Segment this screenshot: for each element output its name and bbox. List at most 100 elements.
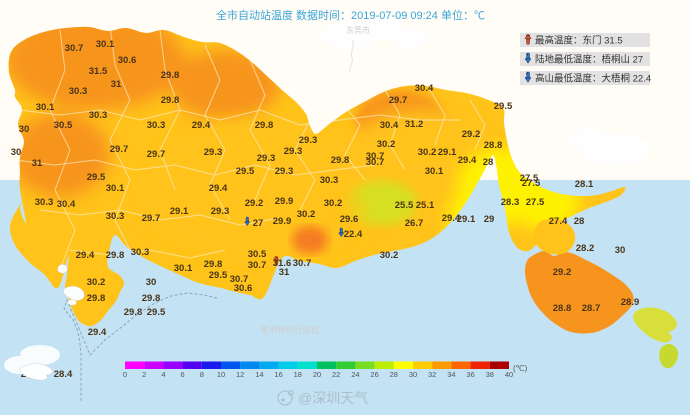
svg-text:@深圳天气: @深圳天气 bbox=[298, 390, 368, 406]
svg-text:31.2: 31.2 bbox=[405, 119, 424, 130]
svg-text:高山最低温度：大梧桐 22.4: 高山最低温度：大梧桐 22.4 bbox=[535, 73, 651, 85]
svg-text:东莞市: 东莞市 bbox=[346, 25, 370, 35]
svg-text:30.3: 30.3 bbox=[69, 86, 88, 97]
svg-text:12: 12 bbox=[236, 370, 244, 379]
svg-text:10: 10 bbox=[217, 370, 225, 379]
svg-text:29.4: 29.4 bbox=[76, 250, 95, 261]
svg-text:30.3: 30.3 bbox=[89, 110, 108, 121]
svg-text:29.4: 29.4 bbox=[209, 183, 228, 194]
svg-text:31: 31 bbox=[279, 267, 290, 278]
svg-text:29.8: 29.8 bbox=[331, 155, 350, 166]
svg-text:29.7: 29.7 bbox=[389, 95, 408, 106]
svg-text:28.9: 28.9 bbox=[621, 297, 640, 308]
svg-text:29.8: 29.8 bbox=[87, 293, 106, 304]
svg-text:27.5: 27.5 bbox=[522, 178, 541, 189]
svg-text:29.8: 29.8 bbox=[255, 120, 274, 131]
svg-text:29.5: 29.5 bbox=[236, 166, 255, 177]
svg-text:20: 20 bbox=[313, 370, 321, 379]
svg-text:29.9: 29.9 bbox=[275, 196, 294, 207]
svg-text:30.6: 30.6 bbox=[234, 283, 253, 294]
svg-text:26.7: 26.7 bbox=[405, 218, 424, 229]
svg-text:29.4: 29.4 bbox=[192, 120, 211, 131]
svg-text:30.3: 30.3 bbox=[131, 247, 150, 258]
svg-text:29.7: 29.7 bbox=[147, 149, 166, 160]
svg-text:29.8: 29.8 bbox=[161, 70, 180, 81]
svg-text:31: 31 bbox=[32, 158, 43, 169]
svg-text:16: 16 bbox=[274, 370, 282, 379]
svg-text:28.2: 28.2 bbox=[576, 243, 595, 254]
svg-text:30.2: 30.2 bbox=[324, 198, 343, 209]
svg-text:30: 30 bbox=[146, 277, 157, 288]
svg-text:29.3: 29.3 bbox=[257, 153, 276, 164]
svg-text:30.5: 30.5 bbox=[248, 249, 267, 260]
svg-text:29.2: 29.2 bbox=[462, 129, 481, 140]
svg-text:30.1: 30.1 bbox=[36, 102, 55, 113]
svg-text:30: 30 bbox=[19, 124, 30, 135]
svg-text:30.1: 30.1 bbox=[106, 183, 125, 194]
svg-text:28: 28 bbox=[483, 157, 494, 168]
svg-text:30.2: 30.2 bbox=[377, 139, 396, 150]
svg-text:陆地最低温度：梧桐山 27: 陆地最低温度：梧桐山 27 bbox=[535, 54, 643, 66]
svg-text:29: 29 bbox=[484, 214, 495, 225]
svg-text:40: 40 bbox=[505, 370, 513, 379]
svg-text:2: 2 bbox=[142, 370, 146, 379]
svg-text:30.7: 30.7 bbox=[293, 258, 312, 269]
svg-text:最高温度：东门 31.5: 最高温度：东门 31.5 bbox=[535, 35, 623, 47]
svg-text:4: 4 bbox=[161, 370, 165, 379]
svg-text:14: 14 bbox=[255, 370, 263, 379]
svg-text:29.3: 29.3 bbox=[211, 206, 230, 217]
svg-text:29.1: 29.1 bbox=[438, 147, 457, 158]
svg-text:29.4: 29.4 bbox=[458, 155, 477, 166]
svg-text:30: 30 bbox=[615, 245, 626, 256]
svg-text:25.5: 25.5 bbox=[395, 200, 414, 211]
svg-text:30.5: 30.5 bbox=[54, 120, 73, 131]
svg-text:全市自动站温度 数据时间：2019-07-09 09:24: 全市自动站温度 数据时间：2019-07-09 09:24 单位：℃ bbox=[216, 8, 485, 22]
svg-text:29.7: 29.7 bbox=[142, 213, 161, 224]
svg-text:29.5: 29.5 bbox=[209, 270, 228, 281]
svg-text:29.9: 29.9 bbox=[273, 216, 292, 227]
svg-text:30.3: 30.3 bbox=[35, 197, 54, 208]
svg-text:29.1: 29.1 bbox=[170, 206, 189, 217]
svg-text:28.1: 28.1 bbox=[575, 179, 594, 190]
svg-text:32: 32 bbox=[428, 370, 436, 379]
svg-text:29.8: 29.8 bbox=[204, 259, 223, 270]
svg-text:31: 31 bbox=[111, 79, 122, 90]
svg-text:30.7: 30.7 bbox=[65, 43, 84, 54]
svg-text:29.3: 29.3 bbox=[275, 166, 294, 177]
svg-text:29.1: 29.1 bbox=[457, 214, 476, 225]
svg-text:30.4: 30.4 bbox=[415, 83, 434, 94]
svg-text:34: 34 bbox=[447, 370, 455, 379]
svg-text:27.4: 27.4 bbox=[549, 216, 568, 227]
svg-text:28.8: 28.8 bbox=[484, 140, 503, 151]
svg-text:24: 24 bbox=[351, 370, 359, 379]
svg-text:22: 22 bbox=[332, 370, 340, 379]
svg-text:30: 30 bbox=[409, 370, 417, 379]
svg-text:29.5: 29.5 bbox=[147, 307, 166, 318]
svg-text:30.1: 30.1 bbox=[174, 263, 193, 274]
svg-text:8: 8 bbox=[200, 370, 204, 379]
svg-text:29.6: 29.6 bbox=[340, 214, 359, 225]
svg-text:31.5: 31.5 bbox=[89, 66, 108, 77]
svg-text:29.3: 29.3 bbox=[299, 135, 318, 146]
svg-text:30.2: 30.2 bbox=[297, 209, 316, 220]
svg-text:29.8: 29.8 bbox=[161, 95, 180, 106]
svg-text:22.4: 22.4 bbox=[344, 229, 363, 240]
svg-text:29.3: 29.3 bbox=[204, 147, 223, 158]
svg-text:26: 26 bbox=[370, 370, 378, 379]
svg-text:30.1: 30.1 bbox=[425, 166, 444, 177]
svg-text:30.6: 30.6 bbox=[118, 55, 137, 66]
svg-text:30.4: 30.4 bbox=[380, 120, 399, 131]
svg-text:6: 6 bbox=[181, 370, 185, 379]
svg-text:29.2: 29.2 bbox=[245, 198, 264, 209]
svg-text:29.3: 29.3 bbox=[284, 146, 303, 157]
svg-text:30.2: 30.2 bbox=[87, 277, 106, 288]
svg-text:29.4: 29.4 bbox=[88, 327, 107, 338]
svg-text:28.8: 28.8 bbox=[553, 303, 572, 314]
svg-text:29.7: 29.7 bbox=[110, 144, 129, 155]
svg-text:30: 30 bbox=[11, 147, 22, 158]
svg-text:29.8: 29.8 bbox=[106, 250, 125, 261]
svg-text:28.3: 28.3 bbox=[501, 197, 520, 208]
svg-text:(℃): (℃) bbox=[513, 364, 528, 373]
svg-text:29.5: 29.5 bbox=[494, 101, 513, 112]
svg-text:0: 0 bbox=[123, 370, 127, 379]
